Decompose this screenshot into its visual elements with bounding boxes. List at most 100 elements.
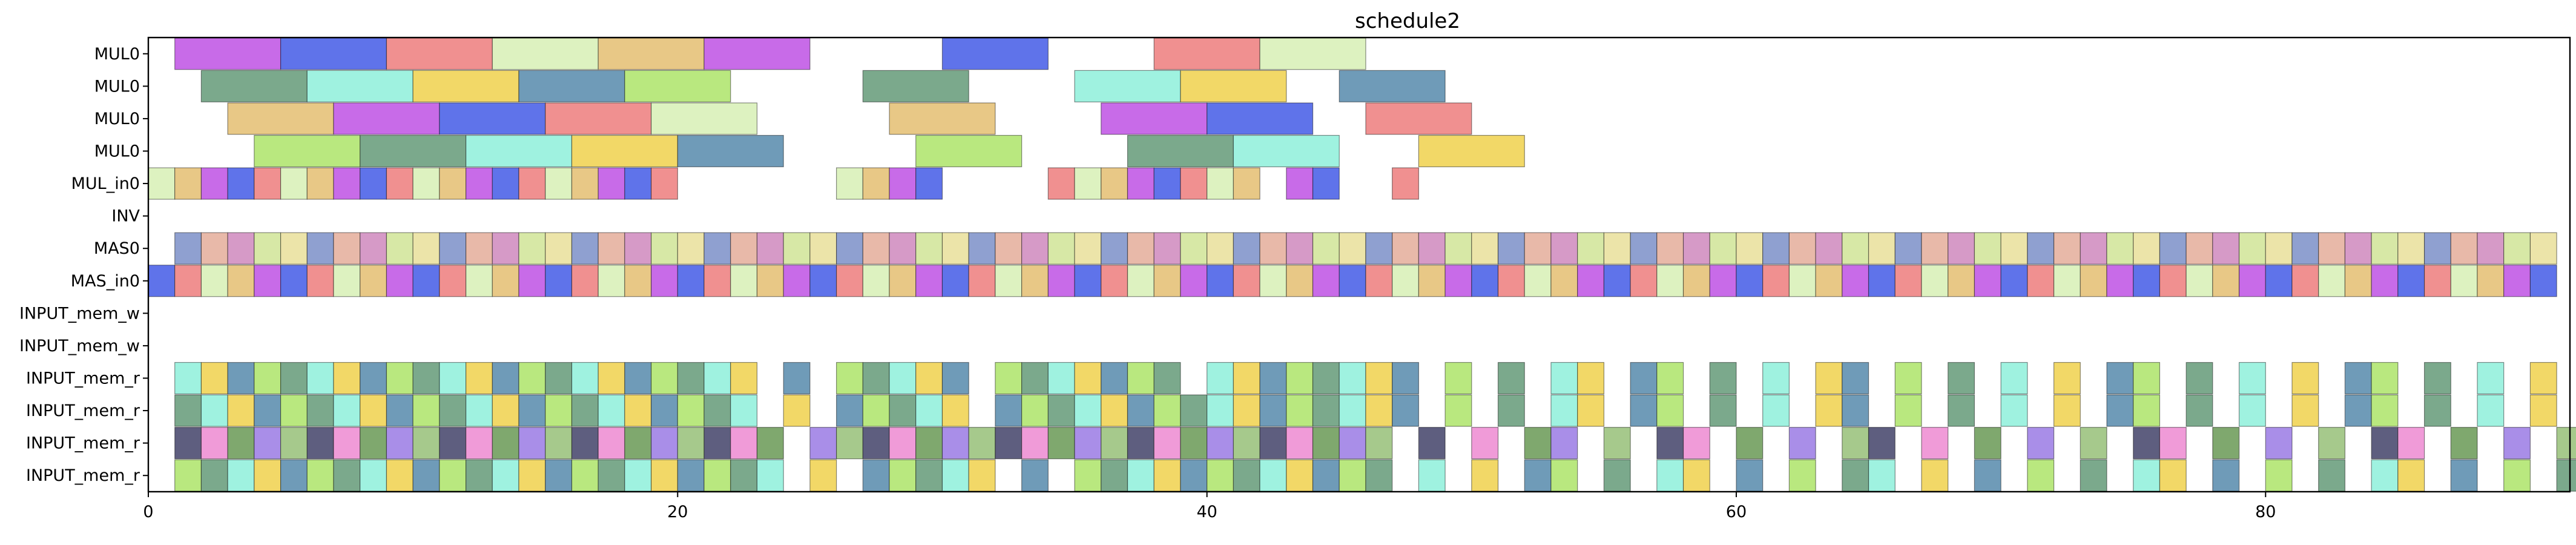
gantt-bar-row7-62: [1788, 265, 1816, 297]
gantt-bar-row6-49: [1471, 232, 1499, 265]
gantt-bar-row11-24: [862, 394, 890, 427]
gantt-bar-row6-0: [174, 232, 202, 265]
gantt-bar-row6-47: [1418, 232, 1446, 265]
gantt-bar-row7-90: [2529, 265, 2557, 297]
gantt-bar-row13-39: [1312, 459, 1340, 492]
gantt-bar-row13-62: [2371, 459, 2399, 492]
gantt-bar-row1-5: [862, 70, 969, 102]
gantt-bar-row4-30: [1207, 167, 1234, 200]
gantt-bar-row11-32: [1101, 394, 1128, 427]
x-tick-label-0: 0: [143, 503, 153, 521]
gantt-bar-row13-47: [1656, 459, 1684, 492]
gantt-bar-row7-9: [386, 265, 413, 297]
gantt-bar-row11-29: [1021, 394, 1049, 427]
gantt-bar-row7-30: [941, 265, 969, 297]
gantt-bar-row7-45: [1339, 265, 1366, 297]
x-tick-label-1: 20: [667, 503, 688, 521]
gantt-bar-row10-25: [889, 362, 917, 395]
gantt-bar-row7-38: [1153, 265, 1181, 297]
gantt-bar-row2-8: [1365, 102, 1472, 135]
gantt-bar-row7-31: [968, 265, 996, 297]
gantt-bar-row12-68: [2503, 427, 2531, 460]
gantt-bar-row1-6: [1074, 70, 1181, 102]
gantt-bar-row12-21: [730, 427, 758, 460]
gantt-bar-row6-43: [1312, 232, 1340, 265]
gantt-bar-row6-80: [2291, 232, 2319, 265]
gantt-bar-row6-81: [2318, 232, 2346, 265]
gantt-bar-row6-65: [1894, 232, 1922, 265]
gantt-bar-row7-76: [2159, 265, 2187, 297]
gantt-bar-row12-22: [756, 427, 784, 460]
gantt-bar-row13-33: [1153, 459, 1181, 492]
gantt-bar-row4-7: [333, 167, 361, 200]
gantt-bar-row12-4: [280, 427, 308, 460]
gantt-bar-row4-29: [1180, 167, 1208, 200]
gantt-bar-row11-22: [783, 394, 811, 427]
gantt-bar-row10-5: [306, 362, 334, 395]
gantt-bar-row12-0: [174, 427, 202, 460]
gantt-bar-row12-1: [200, 427, 228, 460]
gantt-bar-row1-1: [306, 70, 413, 102]
gantt-bar-row6-14: [545, 232, 573, 265]
gantt-bar-row13-29: [1021, 459, 1049, 492]
gantt-bar-row13-15: [571, 459, 599, 492]
gantt-bar-row7-49: [1444, 265, 1472, 297]
y-tick-label-8: INPUT_mem_w: [19, 304, 140, 323]
gantt-bar-row10-4: [280, 362, 308, 395]
gantt-bar-row13-22: [756, 459, 784, 492]
gantt-bar-row7-83: [2344, 265, 2372, 297]
gantt-bar-row6-64: [1868, 232, 1896, 265]
gantt-bar-row12-56: [1921, 427, 1949, 460]
gantt-bar-row12-8: [386, 427, 413, 460]
gantt-bar-row6-73: [2106, 232, 2134, 265]
gantt-bar-row6-30: [968, 232, 996, 265]
gantt-bar-row0-8: [1259, 38, 1366, 70]
gantt-bar-row7-48: [1418, 265, 1446, 297]
gantt-bar-row11-23: [836, 394, 863, 427]
gantt-bar-row3-4: [677, 134, 784, 168]
gantt-bar-row11-34: [1153, 394, 1181, 427]
gantt-bar-row12-25: [862, 427, 890, 460]
gantt-bar-row11-27: [941, 394, 969, 427]
gantt-bar-row6-71: [2053, 232, 2081, 265]
gantt-bar-row11-56: [2000, 394, 2028, 427]
gantt-bar-row13-16: [598, 459, 625, 492]
gantt-bar-row13-41: [1365, 459, 1393, 492]
gantt-bar-row12-51: [1682, 427, 1710, 460]
gantt-bar-row6-70: [2027, 232, 2055, 265]
gantt-bar-row12-39: [1233, 427, 1260, 460]
gantt-bar-row6-89: [2529, 232, 2557, 265]
gantt-bar-row13-37: [1259, 459, 1287, 492]
gantt-bar-row10-27: [941, 362, 969, 395]
gantt-bar-row11-64: [2371, 394, 2399, 427]
gantt-bar-row13-20: [703, 459, 731, 492]
gantt-bar-row11-61: [2238, 394, 2266, 427]
gantt-bar-row4-20: [836, 167, 863, 200]
gantt-bar-row12-58: [2027, 427, 2055, 460]
gantt-bar-row7-55: [1603, 265, 1631, 297]
gantt-bar-row10-37: [1259, 362, 1287, 395]
gantt-bar-row11-49: [1656, 394, 1684, 427]
gantt-bar-row7-57: [1656, 265, 1684, 297]
gantt-bar-row13-46: [1603, 459, 1631, 492]
gantt-bar-row11-17: [624, 394, 652, 427]
gantt-bar-row11-36: [1207, 394, 1234, 427]
gantt-bar-row13-63: [2397, 459, 2425, 492]
gantt-bar-row10-65: [2477, 362, 2505, 395]
gantt-bar-row12-43: [1339, 427, 1366, 460]
gantt-bar-row13-10: [439, 459, 467, 492]
gantt-bar-row10-42: [1392, 362, 1419, 395]
gantt-bar-row4-33: [1312, 167, 1340, 200]
gantt-bar-row3-1: [360, 134, 467, 168]
gantt-bar-row12-10: [439, 427, 467, 460]
gantt-bar-row10-57: [2106, 362, 2134, 395]
gantt-bar-row13-32: [1127, 459, 1155, 492]
gantt-bar-row4-8: [360, 167, 387, 200]
gantt-bar-row13-48: [1682, 459, 1710, 492]
gantt-bar-row6-74: [2133, 232, 2161, 265]
gantt-bar-row11-10: [439, 394, 467, 427]
gantt-bar-row3-0: [254, 134, 361, 168]
gantt-bar-row6-12: [492, 232, 519, 265]
gantt-bar-row6-86: [2450, 232, 2478, 265]
gantt-bar-row10-21: [730, 362, 758, 395]
